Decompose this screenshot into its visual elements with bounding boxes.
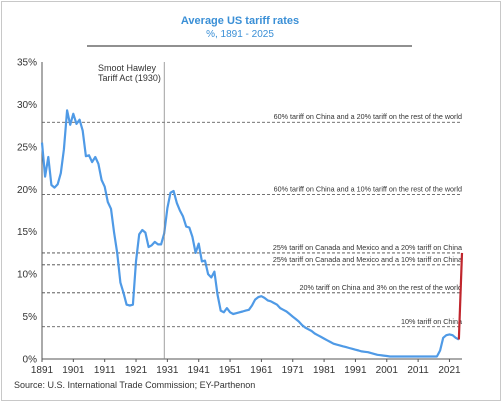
y-tick-label: 30% bbox=[17, 100, 37, 111]
x-tick-label: 2011 bbox=[407, 365, 429, 376]
reference-line-label: 10% tariff on China bbox=[401, 317, 462, 326]
reference-line-label: 60% tariff on China and a 20% tariff on … bbox=[274, 112, 462, 121]
reference-line-label: 25% tariff on Canada and Mexico and a 20… bbox=[273, 243, 462, 252]
x-tick-label: 1981 bbox=[313, 365, 336, 376]
y-tick-label: 0% bbox=[23, 355, 38, 366]
y-tick-label: 15% bbox=[17, 227, 37, 238]
y-tick-label: 25% bbox=[17, 142, 37, 153]
source-note: Source: U.S. International Trade Commiss… bbox=[14, 380, 255, 390]
event-marker-label: Tariff Act (1930) bbox=[98, 73, 161, 83]
x-tick-label: 1911 bbox=[94, 365, 116, 376]
series-layer bbox=[40, 109, 464, 358]
x-tick-label: 1951 bbox=[219, 365, 242, 376]
y-tick-label: 35% bbox=[17, 58, 37, 69]
x-tick-label: 1921 bbox=[125, 365, 148, 376]
y-tick-label: 10% bbox=[17, 270, 37, 281]
reference-line-label: 25% tariff on Canada and Mexico and a 10… bbox=[273, 255, 462, 264]
y-tick-label: 5% bbox=[23, 312, 38, 323]
tariff-rate-line bbox=[40, 109, 460, 358]
reference-line-label: 60% tariff on China and a 10% tariff on … bbox=[274, 184, 462, 193]
chart-subtitle: %, 1891 - 2025 bbox=[206, 29, 274, 40]
reference-line-label: 20% tariff on China and 3% on the rest o… bbox=[300, 283, 462, 292]
chart-title: Average US tariff rates bbox=[181, 15, 299, 27]
x-tick-label: 1991 bbox=[344, 365, 367, 376]
event-marker-label: Smoot Hawley bbox=[98, 63, 157, 73]
axes: 0% 5% 10% 15% 20% 25% 30% 35% 1891 1901 1911 1921 19… bbox=[17, 58, 462, 376]
x-tick-label: 1891 bbox=[31, 365, 54, 376]
x-tick-label: 1941 bbox=[188, 365, 211, 376]
x-tick-label: 1971 bbox=[282, 365, 305, 376]
x-tick-label: 1931 bbox=[156, 365, 179, 376]
x-tick-label: 2001 bbox=[376, 365, 399, 376]
reference-lines: 60% tariff on China and a 20% tariff on … bbox=[42, 112, 462, 328]
x-tick-label: 2021 bbox=[438, 365, 461, 376]
x-tick-label: 1961 bbox=[250, 365, 273, 376]
projected-rate-segment bbox=[457, 252, 464, 340]
x-tick-label: 1901 bbox=[62, 365, 85, 376]
y-tick-label: 20% bbox=[17, 185, 37, 196]
